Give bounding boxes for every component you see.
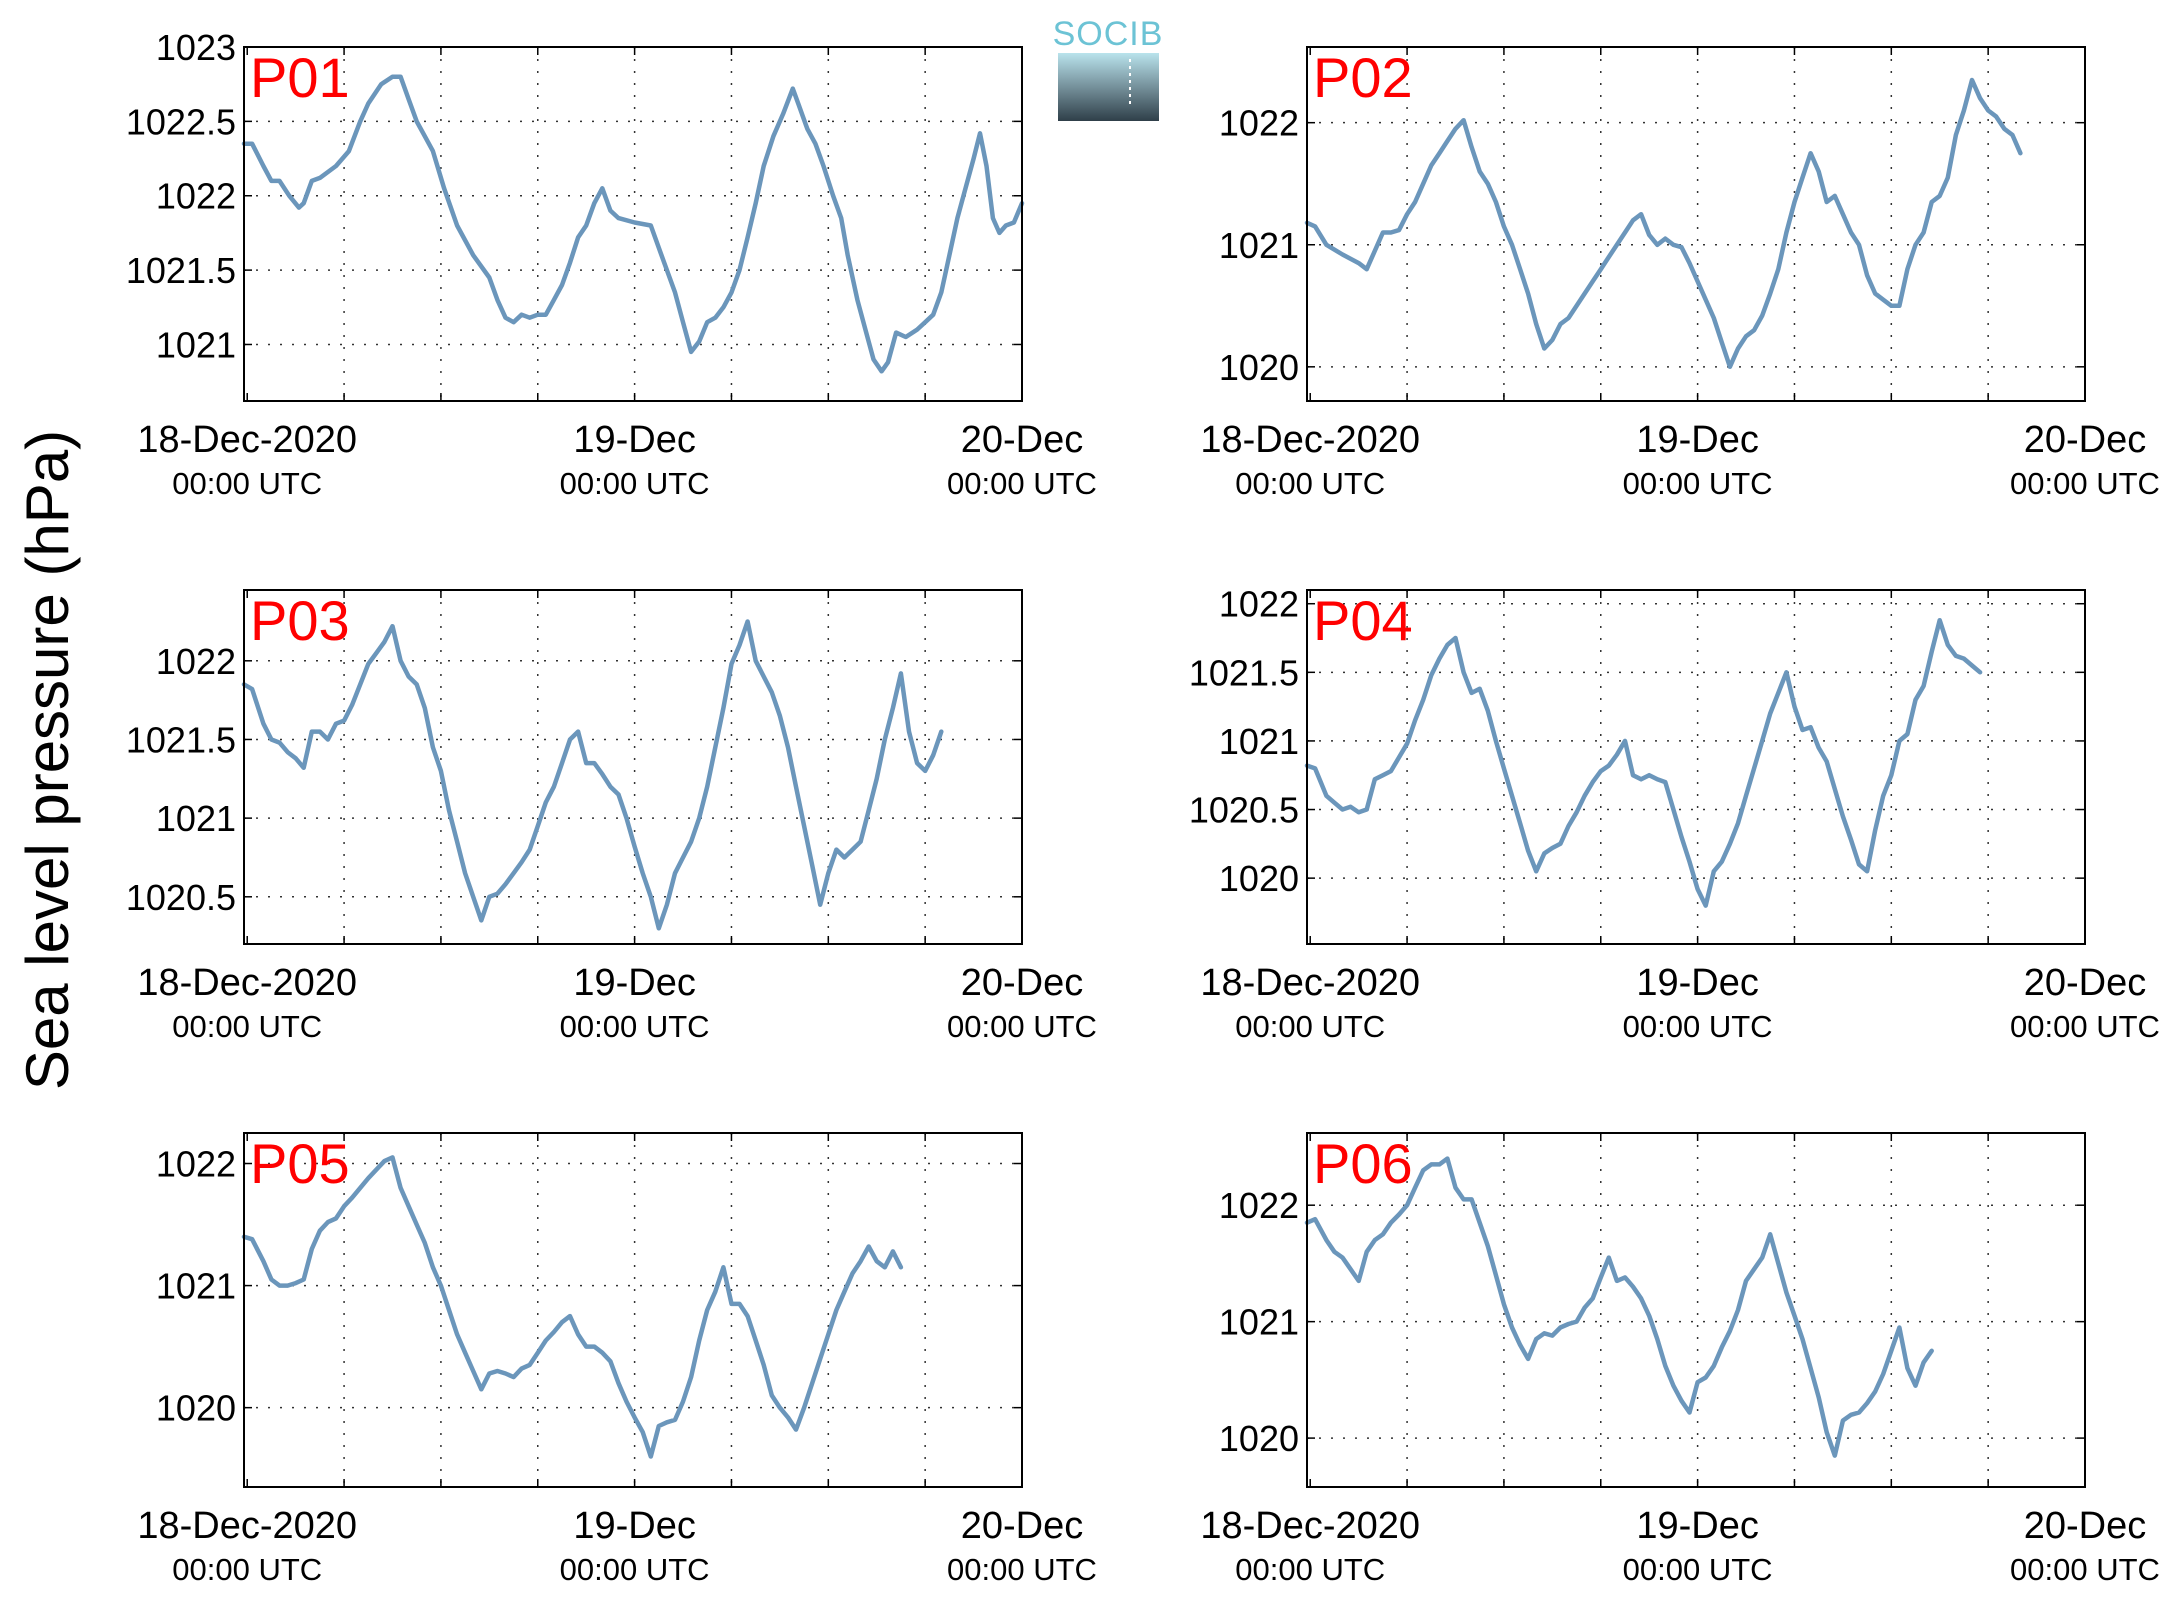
x-tick-label-time: 00:00 UTC (947, 466, 1097, 501)
x-tick-label-time: 00:00 UTC (1235, 466, 1385, 501)
x-tick-label-time: 00:00 UTC (1623, 466, 1773, 501)
y-tick-label: 1021.5 (1189, 652, 1299, 693)
x-tick-label-date: 18-Dec-2020 (137, 1505, 357, 1547)
panels: 1021 1021.5 1022 1022.5 1023 18-Dec-2020 00:00… (126, 27, 2160, 1587)
x-tick-label-time: 00:00 UTC (560, 466, 710, 501)
x-tick-label-date: 18-Dec-2020 (1200, 1505, 1420, 1547)
panel-label: P06 (1313, 1132, 1413, 1195)
x-tick-label-time: 00:00 UTC (1235, 1552, 1385, 1587)
y-tick-label: 1020 (156, 1388, 236, 1429)
x-tick-label-time: 00:00 UTC (560, 1009, 710, 1044)
series-line (1304, 77, 2023, 370)
y-tick-label: 1021 (156, 324, 236, 365)
x-tick-label-date: 18-Dec-2020 (1200, 962, 1420, 1004)
series-line (1304, 1156, 1934, 1458)
panel-p03: 1020.5 1021 1021.5 1022 18-Dec-2020 00:00 UTC… (126, 589, 1097, 1044)
y-tick-label: 1021 (1219, 1302, 1299, 1343)
y-tick-label: 1022 (1219, 584, 1299, 625)
panel-label: P03 (250, 589, 350, 652)
y-tick-label: 1020 (1219, 858, 1299, 899)
y-tick-label: 1021.5 (126, 719, 236, 760)
x-tick-label-time: 00:00 UTC (947, 1552, 1097, 1587)
x-tick-label-date: 19-Dec (573, 1505, 696, 1547)
series-line (1304, 617, 1983, 908)
x-tick-label-time: 00:00 UTC (947, 1009, 1097, 1044)
panel-p05: 1020 1021 1022 18-Dec-2020 00:00 UTC 19-Dec 00… (137, 1132, 1097, 1587)
x-tick-label-date: 18-Dec-2020 (1200, 419, 1420, 461)
x-tick-label-time: 00:00 UTC (1623, 1009, 1773, 1044)
axes-frame (243, 46, 1023, 402)
panel-p06: 1020 1021 1022 18-Dec-2020 00:00 UTC 19-Dec 00… (1200, 1132, 2160, 1587)
x-tick-label-date: 20-Dec (2024, 419, 2147, 461)
y-tick-label: 1020.5 (1189, 790, 1299, 831)
y-axis-label: Sea level pressure (hPa) (14, 430, 81, 1090)
x-tick-label-time: 00:00 UTC (2010, 1009, 2160, 1044)
x-tick-label-time: 00:00 UTC (560, 1552, 710, 1587)
x-tick-label-date: 20-Dec (2024, 1505, 2147, 1547)
axes-frame (1306, 46, 2086, 402)
panel-label: P02 (1313, 46, 1413, 109)
axes-frame (1306, 589, 2086, 945)
x-tick-label-date: 19-Dec (1636, 962, 1759, 1004)
x-tick-label-time: 00:00 UTC (1623, 1552, 1773, 1587)
x-tick-label-time: 00:00 UTC (2010, 1552, 2160, 1587)
x-tick-label-date: 18-Dec-2020 (137, 962, 357, 1004)
y-tick-label: 1021.5 (126, 250, 236, 291)
x-tick-label-date: 19-Dec (573, 962, 696, 1004)
x-tick-label-time: 00:00 UTC (1235, 1009, 1385, 1044)
series-line (241, 1155, 904, 1459)
y-tick-label: 1021 (156, 798, 236, 839)
y-tick-label: 1023 (156, 27, 236, 68)
series-line (241, 74, 1025, 374)
panel-label: P04 (1313, 589, 1413, 652)
x-tick-label-date: 20-Dec (2024, 962, 2147, 1004)
x-tick-label-date: 18-Dec-2020 (137, 419, 357, 461)
y-tick-label: 1022 (1219, 1185, 1299, 1226)
y-tick-label: 1022.5 (126, 101, 236, 142)
y-tick-label: 1022 (156, 1144, 236, 1185)
x-tick-label-time: 00:00 UTC (172, 466, 322, 501)
x-tick-label-date: 20-Dec (961, 1505, 1084, 1547)
x-tick-label-time: 00:00 UTC (172, 1009, 322, 1044)
panel-label: P01 (250, 46, 350, 109)
y-tick-label: 1021 (1219, 721, 1299, 762)
y-tick-label: 1020.5 (126, 877, 236, 918)
panel-p02: 1020 1021 1022 18-Dec-2020 00:00 UTC 19-Dec 00… (1200, 46, 2160, 501)
logo-text: SOCIB (1053, 15, 1164, 53)
x-tick-label-time: 00:00 UTC (172, 1552, 322, 1587)
panel-p04: 1020 1020.5 1021 1021.5 1022 18-Dec-2020 00:00… (1189, 584, 2160, 1044)
x-tick-label-date: 19-Dec (1636, 1505, 1759, 1547)
y-tick-label: 1020 (1219, 1418, 1299, 1459)
y-tick-label: 1022 (156, 641, 236, 682)
y-tick-label: 1021 (156, 1266, 236, 1307)
series-line (241, 619, 944, 931)
y-tick-label: 1020 (1219, 347, 1299, 388)
panel-label: P05 (250, 1132, 350, 1195)
panel-p01: 1021 1021.5 1022 1022.5 1023 18-Dec-2020 00:00… (126, 27, 1097, 501)
x-tick-label-date: 19-Dec (1636, 419, 1759, 461)
x-tick-label-time: 00:00 UTC (2010, 466, 2160, 501)
y-tick-label: 1021 (1219, 225, 1299, 266)
x-tick-label-date: 19-Dec (573, 419, 696, 461)
socib-logo: SOCIB (1053, 15, 1164, 121)
x-tick-label-date: 20-Dec (961, 419, 1084, 461)
x-tick-label-date: 20-Dec (961, 962, 1084, 1004)
y-tick-label: 1022 (1219, 103, 1299, 144)
axes-frame (243, 1132, 1023, 1488)
axes-frame (243, 589, 1023, 945)
y-tick-label: 1022 (156, 176, 236, 217)
axes-frame (1306, 1132, 2086, 1488)
